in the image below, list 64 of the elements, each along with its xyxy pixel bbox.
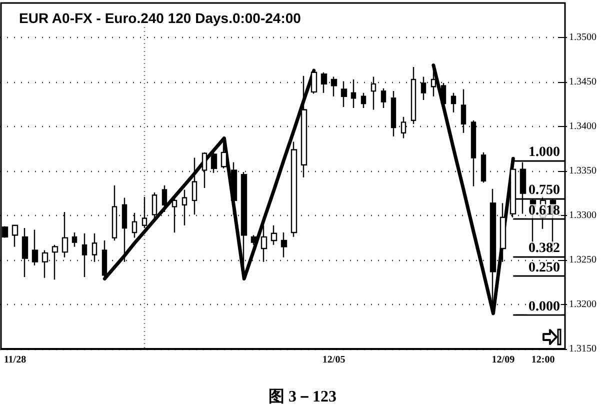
candlestick xyxy=(72,232,78,248)
x-tick-label: 12/05 xyxy=(322,354,346,366)
y-tick-label: 1.3200 xyxy=(569,299,596,310)
candlestick xyxy=(280,232,288,258)
candlestick xyxy=(470,120,476,187)
line-series xyxy=(102,68,316,280)
chart-title: EUR A0-FX - Euro.240 120 Days.0:00-24:00 xyxy=(19,10,302,26)
candlestick xyxy=(82,232,88,278)
candlestick xyxy=(500,202,506,262)
annotation: 0.618 xyxy=(528,204,560,219)
annotation: 0.750 xyxy=(528,183,560,198)
candlestick xyxy=(172,197,178,234)
candlestick xyxy=(132,212,138,238)
annotation: 0.000 xyxy=(528,300,560,315)
y-tick-label: 1.3500 xyxy=(569,32,596,44)
candlestick xyxy=(350,78,356,109)
candlestick xyxy=(152,192,158,222)
candlestick xyxy=(92,232,98,262)
annotation: 0.250 xyxy=(528,260,560,276)
x-tick-label: 12/09 xyxy=(492,354,515,366)
annotation: 0.382 xyxy=(528,240,560,256)
y-tick-label: 1.3400 xyxy=(569,121,596,132)
candlestick xyxy=(450,92,456,113)
candlestick xyxy=(52,244,58,280)
candlestick xyxy=(340,80,348,108)
candlestick xyxy=(162,184,168,213)
candlestick xyxy=(270,224,278,246)
candlestick xyxy=(260,224,268,262)
candlestick xyxy=(420,76,426,101)
candlestick xyxy=(22,227,28,278)
candlestick xyxy=(360,92,366,109)
candlestick xyxy=(202,152,208,189)
y-tick-label: 1.3450 xyxy=(569,76,596,88)
caption: 图 3－123 xyxy=(268,388,336,406)
candlestick xyxy=(300,75,308,178)
candlestick xyxy=(400,116,406,139)
candlestick xyxy=(250,234,258,246)
candlestick xyxy=(210,152,218,174)
candlestick xyxy=(112,184,118,242)
y-tick-label: 1.3300 xyxy=(569,210,596,222)
candlestick xyxy=(410,66,416,125)
candlestick xyxy=(290,141,298,238)
candlestick xyxy=(370,76,376,110)
y-tick-label: 1.3250 xyxy=(569,254,596,266)
candlestick xyxy=(380,88,386,109)
candlestick xyxy=(460,88,466,134)
y-tick-label: 1.3350 xyxy=(569,166,596,177)
candlestick xyxy=(32,229,38,266)
candlestick xyxy=(390,90,396,138)
candlestick xyxy=(122,197,128,262)
candlestick xyxy=(12,224,18,248)
candlestick xyxy=(42,250,48,278)
x-tick-label: 12:00 xyxy=(531,354,555,366)
candlestick xyxy=(192,157,198,216)
candlestick xyxy=(142,196,148,229)
y-tick-label: 1.3150 xyxy=(569,344,596,354)
candlestick xyxy=(62,211,68,258)
x-tick-label: 11/28 xyxy=(4,354,26,366)
candlestick xyxy=(480,152,486,184)
candlestick xyxy=(182,189,188,226)
candlestick xyxy=(320,72,328,94)
candlestick xyxy=(330,76,338,97)
candlestick xyxy=(230,162,238,216)
annotation: 1.000 xyxy=(528,144,560,160)
